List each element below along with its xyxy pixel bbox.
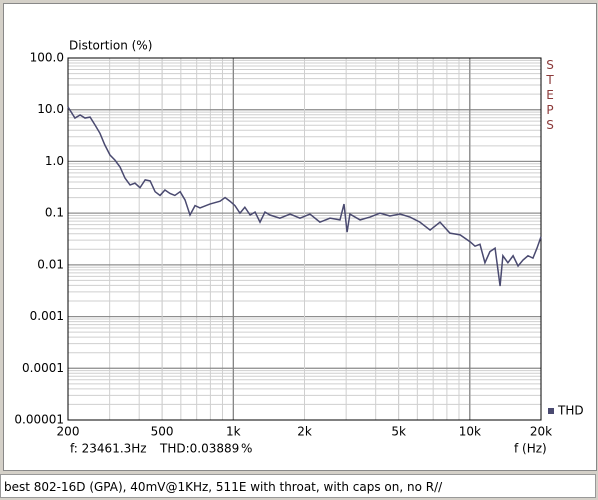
y-tick-label: 100.0 (30, 51, 64, 65)
data-line (67, 106, 542, 287)
y-tick-label: 10.0 (37, 102, 64, 116)
plot-frame (67, 57, 542, 421)
status-unit: % (241, 442, 252, 456)
chart-panel (3, 3, 597, 471)
caption: best 802-16D (GPA), 40mV@1KHz, 511E with… (0, 474, 596, 498)
x-tick-label: 500 (151, 425, 174, 439)
x-tick-label: 20k (530, 425, 552, 439)
y-tick-label: 0.01 (37, 257, 64, 271)
app-label: STEPS (543, 58, 557, 133)
status-frequency: f: 23461.3Hz (70, 442, 147, 456)
x-tick-label: 1k (226, 425, 241, 439)
y-tick-label: 0.001 (30, 309, 64, 323)
legend-label: THD (557, 404, 584, 418)
y-tick-label: 1.0 (45, 154, 64, 168)
x-tick-label: 200 (57, 425, 80, 439)
y-axis-label: Distortion (%) (69, 39, 152, 53)
y-tick-label: 0.1 (45, 206, 64, 220)
x-tick-label: 10k (459, 425, 481, 439)
y-tick-label: 0.00001 (14, 413, 64, 427)
y-tick-label: 0.0001 (22, 361, 64, 375)
x-tick-label: 2k (297, 425, 312, 439)
status-thd: THD:0.03889 (159, 442, 239, 456)
chart: Distortion (%) f (Hz) f: 23461.3Hz THD:0… (14, 39, 584, 456)
x-tick-label: 5k (391, 425, 406, 439)
legend-swatch (548, 408, 554, 414)
x-axis-label: f (Hz) (514, 442, 547, 456)
